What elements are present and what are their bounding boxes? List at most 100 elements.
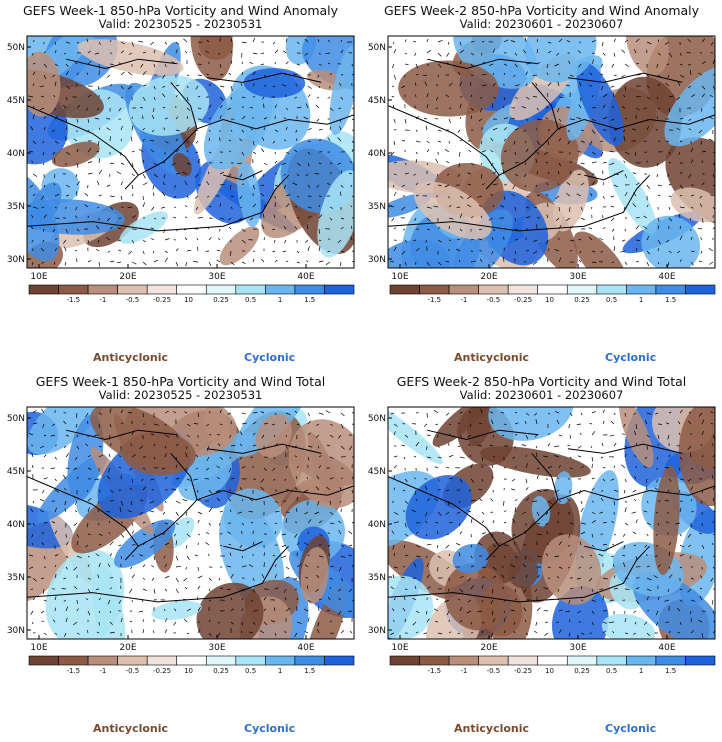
colorbar-swatch [324, 284, 355, 295]
anticyclonic-label: Anticyclonic [454, 351, 530, 364]
colorbar-swatch [685, 284, 716, 295]
vorticity-shade [128, 75, 210, 136]
coastlines [27, 429, 354, 603]
colorbar-label: -0.5 [126, 667, 140, 675]
lon-tick-label: 30E [569, 643, 586, 653]
coastlines [388, 429, 715, 603]
lon-tick-label: 10E [30, 272, 47, 282]
lon-tick-label: 30E [569, 272, 586, 282]
lat-tick-label: 45N [368, 467, 386, 477]
vorticity-shade [219, 226, 260, 266]
vorticity-shade [670, 187, 715, 223]
colorbar-label: 0.5 [606, 296, 617, 304]
colorbar-swatch [448, 284, 479, 295]
colorbar: -1.5 -1 -0.5 -0.25 0.25 0.5 1 1.5 10 [28, 284, 355, 304]
colorbar-swatch [117, 655, 148, 666]
colorbar-label: -1 [99, 667, 106, 675]
colorbar: -1.5 -1 -0.5 -0.25 0.25 0.5 1 1.5 10 [389, 284, 716, 304]
colorbar-swatch [235, 655, 266, 666]
lat-tick-label: 35N [368, 202, 386, 212]
colorbar-label: -1.5 [427, 296, 441, 304]
vorticity-shade [288, 419, 354, 509]
panel-valid-dates: Valid: 20230525 - 20230531 [98, 17, 263, 31]
colorbar-label: -0.25 [514, 296, 532, 304]
lat-tick-label: 35N [368, 573, 386, 583]
lat-tick-label: 30N [7, 255, 25, 265]
vorticity-shade [507, 554, 539, 589]
vorticity-shade [625, 36, 669, 76]
colorbar-swatch [205, 284, 237, 295]
colorbar-swatch [28, 284, 59, 295]
colorbar-swatch [235, 284, 266, 295]
vorticity-shade [77, 39, 184, 76]
lat-tick-label: 50N [7, 414, 25, 424]
vorticity-shade [203, 82, 273, 170]
cyclonic-label: Cyclonic [244, 351, 296, 364]
colorbar-label: 0.5 [245, 296, 256, 304]
reference-vector-label: 10 [545, 296, 554, 304]
colorbar-swatch [294, 284, 325, 295]
lat-tick-label: 50N [7, 43, 25, 53]
panel-valid-dates: Valid: 20230601 - 20230607 [459, 17, 624, 31]
vorticity-shade [255, 414, 292, 458]
colorbar-label: -0.25 [514, 667, 532, 675]
vorticity-shade [398, 60, 499, 117]
cyclonic-label: Cyclonic [605, 351, 657, 364]
lon-tick-label: 40E [297, 272, 314, 282]
lat-tick-label: 35N [7, 202, 25, 212]
lon-tick-label: 30E [208, 643, 225, 653]
anticyclonic-label: Anticyclonic [454, 722, 530, 735]
colorbar-label: 0.5 [606, 667, 617, 675]
vorticity-shade [500, 119, 579, 193]
vorticity-shade [653, 465, 680, 576]
vorticity-shade [573, 231, 628, 268]
vorticity-shade [119, 211, 168, 244]
vorticity-shade [488, 407, 574, 441]
colorbar-swatch [626, 655, 657, 666]
colorbar-swatch [58, 655, 89, 666]
vorticity-shade [234, 407, 312, 457]
vorticity-shade [317, 170, 354, 258]
vorticity-shade [619, 407, 654, 468]
vorticity-shade [480, 446, 591, 478]
map-panel-p3: GEFS Week-1 850-hPa Vorticity and Wind T… [0, 371, 361, 742]
vorticity-map: 10E 20E 30E 40E 50N 45N 40N 35N 30N -1.5 -1 -0.5 -0.… [7, 35, 355, 304]
reference-vector-label: 10 [545, 667, 554, 675]
lat-tick-label: 50N [368, 414, 386, 424]
coastlines [27, 58, 354, 232]
vorticity-shade [467, 407, 497, 447]
colorbar-label: -0.5 [126, 296, 140, 304]
colorbar-swatch [419, 655, 450, 666]
vorticity-shade [388, 575, 434, 639]
colorbar-label: 1 [278, 296, 282, 304]
map-panel-p1: GEFS Week-1 850-hPa Vorticity and Wind A… [0, 0, 361, 371]
vorticity-map: 10E 20E 30E 40E 50N 45N 40N 35N 30N -1.5 -1 -0.5 -0.… [7, 406, 355, 675]
colorbar-label: 1.5 [304, 667, 315, 675]
colorbar-swatch [478, 284, 509, 295]
wind-vectors [390, 37, 715, 267]
lat-tick-label: 50N [368, 43, 386, 53]
colorbar-swatch [537, 284, 568, 295]
vorticity-shade [172, 152, 192, 177]
colorbar-swatch [566, 655, 598, 666]
vorticity-map: 10E 20E 30E 40E 50N 45N 40N 35N 30N -1.5 -1 -0.5 -0.… [368, 406, 716, 675]
lat-tick-label: 30N [368, 255, 386, 265]
cyclonic-label: Cyclonic [244, 722, 296, 735]
colorbar-swatch [58, 284, 89, 295]
vorticity-shade [51, 141, 100, 168]
wind-vectors [28, 37, 354, 267]
colorbar-label: -0.25 [153, 296, 171, 304]
colorbar-label: -0.25 [153, 667, 171, 675]
colorbar-label: 1.5 [665, 667, 676, 675]
colorbar-swatch [87, 655, 118, 666]
colorbar-label: 1.5 [665, 296, 676, 304]
colorbar-label: 1 [278, 667, 282, 675]
colorbar-label: -1.5 [66, 296, 80, 304]
wind-vectors [28, 408, 354, 638]
lat-tick-label: 45N [368, 96, 386, 106]
colorbar-label: 1 [639, 296, 643, 304]
vorticity-shade [388, 239, 451, 268]
panel-title: GEFS Week-2 850-hPa Vorticity and Wind T… [396, 374, 687, 389]
colorbar-label: -1.5 [66, 667, 80, 675]
vorticity-shade [196, 582, 264, 639]
